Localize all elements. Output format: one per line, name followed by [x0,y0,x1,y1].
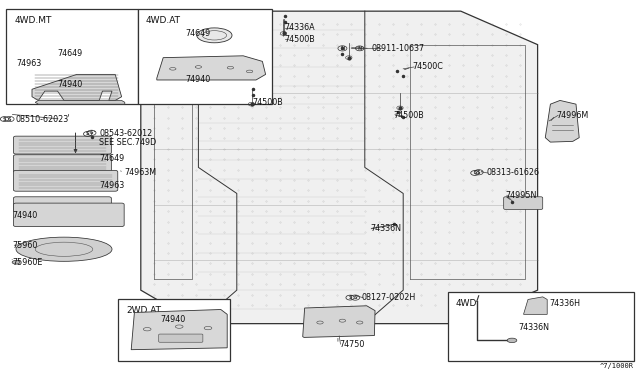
Text: 74336A: 74336A [285,23,316,32]
Text: SEE SEC.749D: SEE SEC.749D [99,138,156,147]
Text: 08911-10637: 08911-10637 [371,44,424,53]
FancyBboxPatch shape [159,334,203,342]
Ellipse shape [16,237,112,261]
Text: 2WD.AT: 2WD.AT [126,306,161,315]
Text: 74649: 74649 [99,154,124,163]
Polygon shape [524,297,547,314]
Text: 74500B: 74500B [253,98,284,107]
Text: 4WD.MT: 4WD.MT [14,16,51,25]
Text: S: S [8,116,12,122]
Text: 74500B: 74500B [285,35,316,44]
Bar [138,9,272,104]
Text: 75960: 75960 [13,241,38,250]
Polygon shape [545,100,579,142]
Text: S: S [3,116,6,122]
Bar [448,292,634,361]
Text: 08543-62012: 08543-62012 [99,129,152,138]
Text: S: S [348,295,352,300]
Text: 4WD: 4WD [456,299,477,308]
Bar [118,299,230,361]
Text: 74995N: 74995N [506,191,537,200]
Text: S: S [353,295,357,300]
Polygon shape [141,11,538,324]
Text: 74996M: 74996M [557,111,589,120]
Text: N: N [340,46,344,51]
Polygon shape [303,306,375,337]
Text: S: S [86,131,90,137]
Polygon shape [32,74,122,100]
Text: 74336N: 74336N [518,323,549,332]
Ellipse shape [197,28,232,43]
Text: 74940: 74940 [58,80,83,89]
Ellipse shape [12,260,20,264]
Text: 74963: 74963 [16,59,41,68]
Text: 74649: 74649 [58,49,83,58]
Text: 74500C: 74500C [413,62,444,71]
Text: 08127-0202H: 08127-0202H [362,293,416,302]
Text: 08510-62023: 08510-62023 [16,115,69,124]
Ellipse shape [507,338,517,343]
Text: 75960E: 75960E [13,258,43,267]
Text: 74336H: 74336H [549,299,580,308]
FancyBboxPatch shape [13,170,118,191]
Text: 74940: 74940 [186,76,211,84]
Text: 74963: 74963 [99,182,124,190]
Text: 4WD.AT: 4WD.AT [145,16,180,25]
Text: 74940: 74940 [160,315,185,324]
Text: S: S [90,130,93,135]
FancyBboxPatch shape [13,155,111,173]
Text: S: S [473,170,477,176]
Text: N: N [358,46,362,51]
Text: ^7/1000R: ^7/1000R [600,363,634,369]
Text: 08313-61626: 08313-61626 [486,169,540,177]
Polygon shape [35,100,125,104]
Polygon shape [131,310,227,350]
Text: 74649: 74649 [186,29,211,38]
Text: 74940: 74940 [13,211,38,220]
Polygon shape [157,56,266,80]
Bar [6,9,138,104]
Text: 74750: 74750 [339,340,365,349]
FancyBboxPatch shape [13,203,124,227]
FancyBboxPatch shape [13,136,111,154]
Text: 74500B: 74500B [394,111,424,120]
FancyBboxPatch shape [13,197,111,212]
Text: 74963M: 74963M [125,169,157,177]
Text: 74336N: 74336N [370,224,401,233]
Text: S: S [477,170,481,175]
FancyBboxPatch shape [504,197,543,209]
